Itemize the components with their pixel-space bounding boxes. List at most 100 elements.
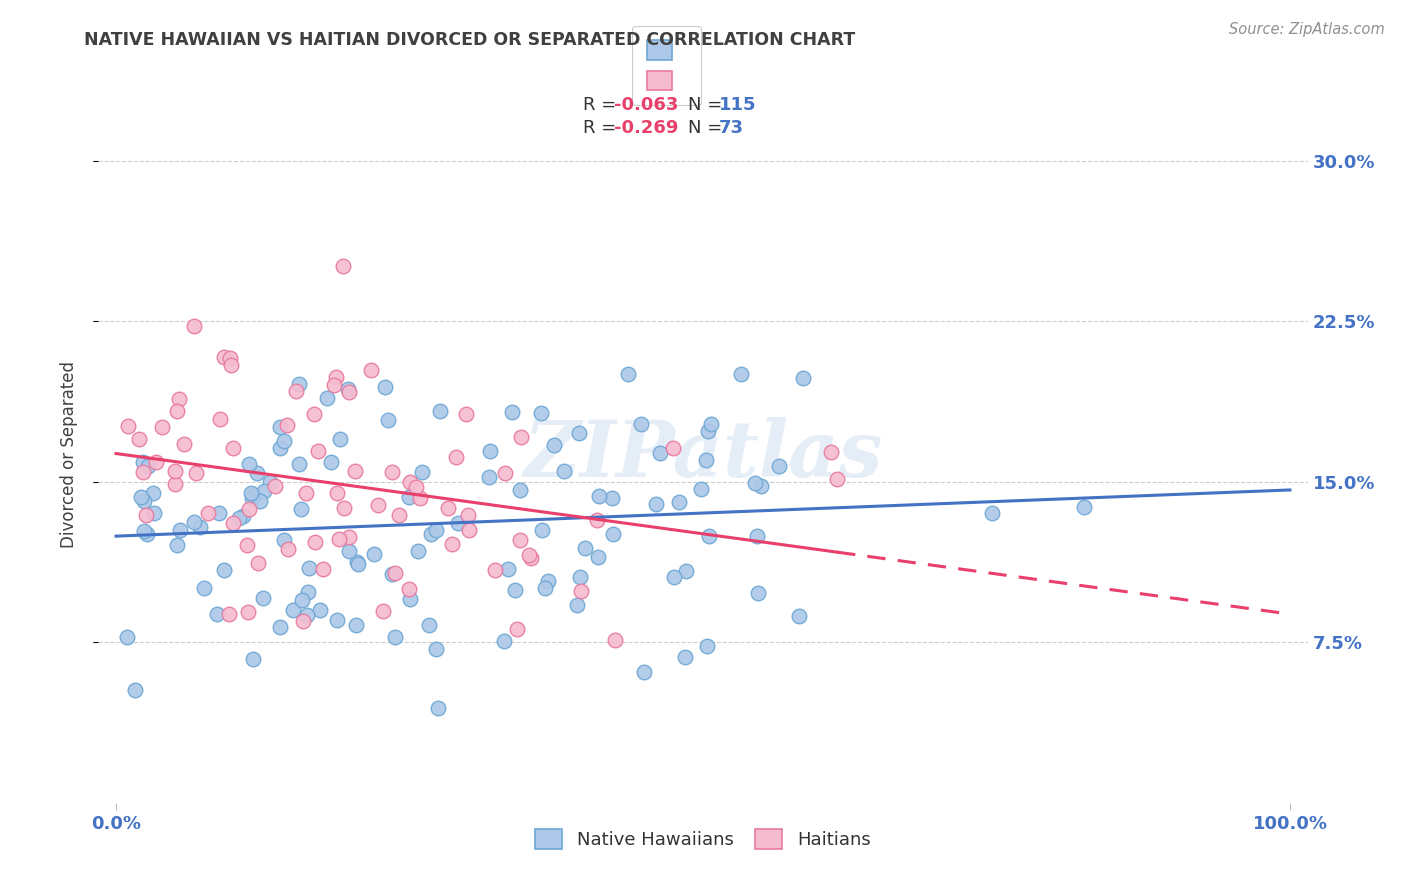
Point: [197, 506, 219, 520]
Point: [501, 405, 523, 419]
Point: [662, 570, 685, 584]
Text: N =: N =: [688, 96, 727, 114]
Point: [294, 486, 316, 500]
Point: [328, 532, 350, 546]
Point: [530, 523, 553, 537]
Point: [276, 418, 298, 433]
Point: [298, 561, 321, 575]
Point: [420, 526, 443, 541]
Point: [427, 701, 450, 715]
Point: [398, 475, 420, 489]
Point: [588, 489, 610, 503]
Point: [405, 480, 427, 494]
Point: [249, 494, 271, 508]
Point: [302, 407, 325, 421]
Point: [337, 544, 360, 558]
Point: [675, 564, 697, 578]
Point: [825, 472, 848, 486]
Point: [243, 488, 266, 502]
Point: [238, 458, 260, 472]
Point: [184, 466, 207, 480]
Point: [792, 371, 814, 385]
Point: [134, 524, 156, 538]
Point: [212, 563, 235, 577]
Text: ZIPatlas: ZIPatlas: [523, 417, 883, 493]
Point: [284, 384, 307, 398]
Point: [585, 513, 607, 527]
Point: [398, 591, 420, 606]
Point: [645, 497, 668, 511]
Text: Source: ZipAtlas.com: Source: ZipAtlas.com: [1229, 22, 1385, 37]
Point: [246, 466, 269, 480]
Point: [444, 450, 467, 464]
Point: [509, 430, 531, 444]
Point: [662, 441, 685, 455]
Point: [381, 465, 404, 479]
Point: [478, 443, 501, 458]
Point: [616, 367, 638, 381]
Text: NATIVE HAWAIIAN VS HAITIAN DIVORCED OR SEPARATED CORRELATION CHART: NATIVE HAWAIIAN VS HAITIAN DIVORCED OR S…: [84, 31, 856, 49]
Point: [429, 404, 451, 418]
Point: [329, 433, 352, 447]
Point: [360, 362, 382, 376]
Point: [208, 411, 231, 425]
Point: [494, 633, 516, 648]
Point: [269, 620, 291, 634]
Point: [749, 479, 772, 493]
Point: [269, 420, 291, 434]
Point: [697, 529, 720, 543]
Point: [212, 350, 235, 364]
Point: [398, 582, 420, 596]
Text: R =: R =: [583, 119, 623, 136]
Point: [1073, 500, 1095, 514]
Point: [425, 642, 447, 657]
Point: [553, 464, 575, 478]
Point: [509, 483, 531, 498]
Point: [312, 562, 335, 576]
Point: [406, 544, 429, 558]
Point: [143, 507, 166, 521]
Point: [363, 547, 385, 561]
Point: [690, 482, 713, 496]
Point: [207, 607, 229, 622]
Point: [238, 605, 260, 619]
Point: [321, 455, 343, 469]
Point: [173, 436, 195, 450]
Point: [454, 408, 477, 422]
Point: [326, 485, 349, 500]
Point: [520, 551, 543, 566]
Point: [167, 392, 190, 406]
Point: [273, 533, 295, 548]
Point: [696, 424, 718, 438]
Point: [332, 259, 354, 273]
Point: [377, 413, 399, 427]
Point: [457, 508, 479, 523]
Point: [384, 630, 406, 644]
Point: [129, 490, 152, 504]
Point: [273, 434, 295, 449]
Point: [252, 591, 274, 606]
Point: [519, 549, 541, 563]
Point: [388, 508, 411, 522]
Point: [650, 446, 672, 460]
Point: [418, 617, 440, 632]
Point: [695, 452, 717, 467]
Point: [283, 603, 305, 617]
Point: [307, 444, 329, 458]
Point: [980, 506, 1002, 520]
Point: [150, 419, 173, 434]
Point: [128, 432, 150, 446]
Point: [565, 598, 588, 612]
Point: [259, 475, 281, 489]
Point: [183, 515, 205, 529]
Point: [534, 582, 557, 596]
Point: [235, 538, 257, 552]
Point: [381, 566, 404, 581]
Point: [124, 682, 146, 697]
Point: [295, 607, 318, 622]
Point: [287, 458, 309, 472]
Point: [787, 608, 810, 623]
Point: [673, 649, 696, 664]
Point: [346, 556, 368, 570]
Point: [238, 501, 260, 516]
